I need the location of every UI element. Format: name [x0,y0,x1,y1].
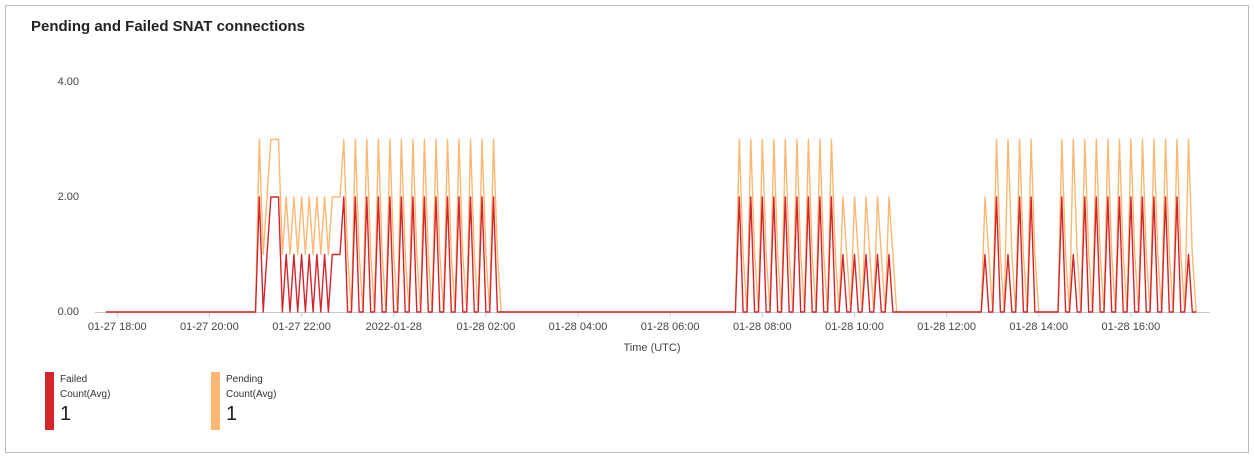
x-tick-label: 01-28 02:00 [457,321,516,333]
legend-item[interactable]: Failed Count(Avg) 1 [45,372,122,430]
legend-value: 1 [60,403,72,425]
legend-value: 1 [226,403,238,425]
legend-text: Pending Count(Avg) 1 [226,372,288,430]
y-tick-label: 2.00 [58,191,79,203]
x-tick-label: 01-28 04:00 [549,321,608,333]
y-tick-label: 4.00 [58,76,79,88]
x-tick-label: 01-27 20:00 [180,321,239,333]
chart-title: Pending and Failed SNAT connections [31,18,305,35]
x-tick-label: 01-27 18:00 [88,321,147,333]
legend-text: Failed Count(Avg) 1 [60,372,122,430]
y-tick-label: 0.00 [58,306,79,318]
series-line [105,196,1197,313]
legend-item[interactable]: Pending Count(Avg) 1 [211,372,288,430]
x-tick-label: 01-28 12:00 [917,321,976,333]
legend-swatch [45,372,54,430]
x-tick-label: 01-28 16:00 [1102,321,1161,333]
legend-swatch [211,372,220,430]
x-tick-label: 01-28 08:00 [733,321,792,333]
panel-border [5,5,1249,453]
x-axis-title: Time (UTC) [623,342,680,354]
x-tick-label: 01-28 06:00 [641,321,700,333]
x-tick-label: 01-28 10:00 [825,321,884,333]
x-tick-label: 01-27 22:00 [272,321,331,333]
x-tick-label: 2022-01-28 [366,321,422,333]
x-tick-label: 01-28 14:00 [1009,321,1068,333]
legend-label: Failed Count(Avg) [60,374,111,400]
legend-label: Pending Count(Avg) [226,374,277,400]
